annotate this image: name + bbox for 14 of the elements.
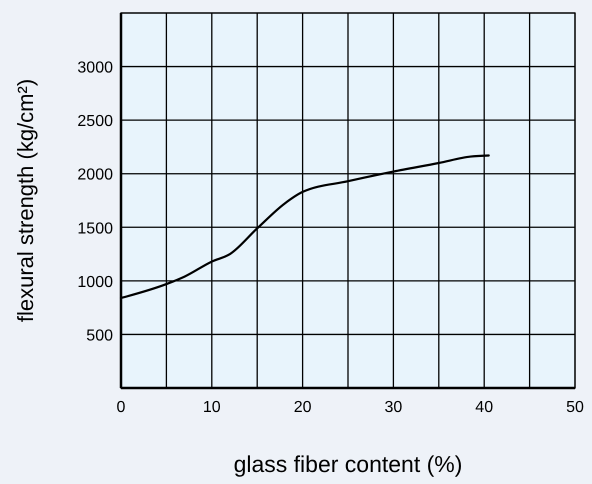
x-axis-title: glass fiber content (%) — [234, 451, 462, 477]
y-tick-label: 2500 — [77, 113, 114, 130]
y-axis-title: flexural strength (kg/cm²) — [13, 78, 38, 322]
y-tick-label: 500 — [86, 327, 114, 344]
y-tick-label: 1000 — [77, 274, 114, 291]
y-tick-label: 3000 — [77, 60, 114, 77]
y-tick-label: 2000 — [77, 166, 114, 184]
x-tick-label: 20 — [294, 399, 312, 416]
y-tick-label: 1500 — [77, 220, 114, 238]
x-tick-label: 40 — [475, 399, 494, 416]
x-tick-label: 0 — [116, 399, 126, 416]
x-tick-label: 10 — [202, 399, 221, 416]
x-tick-label: 50 — [566, 399, 584, 416]
x-tick-label: 30 — [384, 399, 402, 416]
